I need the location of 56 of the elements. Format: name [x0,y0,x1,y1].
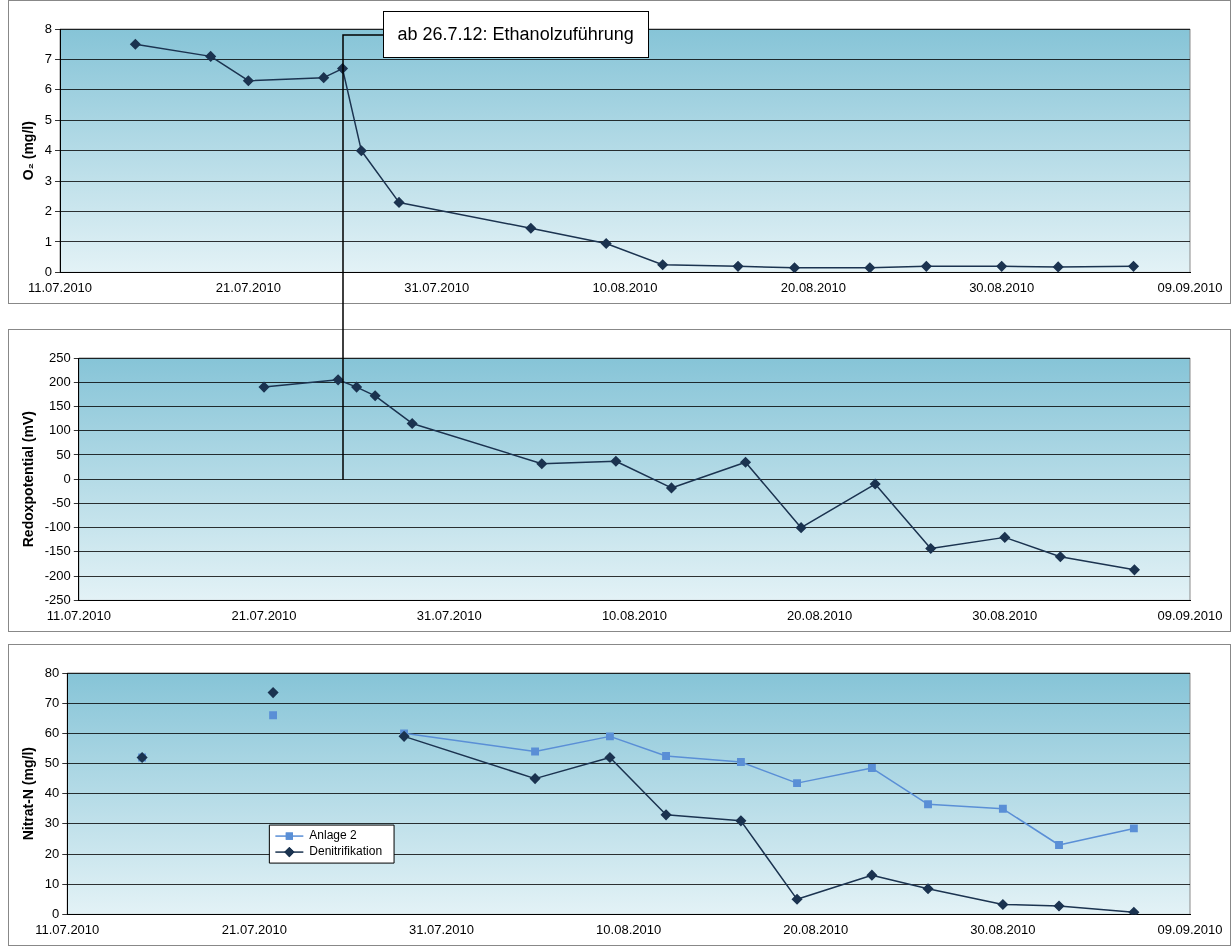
y-tick-label: 80 [44,664,60,680]
x-tick-label: 31.07.2010 [404,279,470,295]
x-tick-label: 20.08.2010 [787,607,853,623]
y-tick-label: 2 [44,203,53,219]
x-tick-label: 11.07.2010 [35,921,100,937]
x-tick-label: 09.09.2010 [1157,279,1223,295]
x-tick-label: 30.08.2010 [970,921,1036,937]
y-tick-label: -250 [44,591,71,607]
y-axis-title: Redoxpotential (mV) [20,411,37,548]
legend-label: Denitrifikation [309,844,383,859]
ref-line-label: ab 26.7.12: Ethanolzuführung [382,11,649,58]
y-tick-label: 7 [44,51,53,66]
y-tick-label: 0 [44,263,53,279]
y-tick-label: 250 [49,349,71,365]
x-tick-label: 09.09.2010 [1157,921,1223,937]
x-tick-label: 20.08.2010 [783,921,849,937]
y-tick-label: 40 [44,785,60,801]
y-axis-title: O₂ (mg/l) [20,121,37,181]
y-tick-label: 200 [49,373,71,389]
y-tick-label: 6 [44,81,53,97]
y-tick-label: 3 [44,172,53,188]
y-tick-label: 0 [63,470,71,486]
x-tick-label: 30.08.2010 [972,607,1038,623]
x-tick-label: 09.09.2010 [1157,607,1223,623]
y-tick-label: 1 [44,233,53,249]
y-tick-label: 50 [44,755,60,771]
x-tick-label: 30.08.2010 [969,279,1035,295]
y-tick-label: 4 [44,142,53,158]
y-tick-label: 50 [56,446,71,462]
y-tick-label: 10 [44,875,60,891]
y-tick-label: -200 [44,567,71,583]
x-tick-label: 10.08.2010 [592,279,658,295]
x-tick-label: 21.07.2010 [221,921,287,937]
y-axis-title: Nitrat-N (mg/l) [20,747,37,841]
y-tick-label: -100 [44,519,71,535]
y-tick-label: 100 [49,422,71,438]
y-tick-label: -150 [44,543,71,559]
y-tick-label: 0 [52,905,60,921]
x-tick-label: 31.07.2010 [416,607,482,623]
legend-label: Anlage 2 [309,828,358,843]
x-tick-label: 11.07.2010 [27,279,93,295]
x-tick-label: 11.07.2010 [46,607,111,623]
y-tick-label: 8 [44,20,53,36]
y-tick-label: 30 [44,815,60,831]
x-tick-label: 20.08.2010 [780,279,846,295]
y-tick-label: 150 [49,398,71,414]
y-tick-label: 20 [44,845,60,861]
x-tick-label: 21.07.2010 [215,279,281,295]
y-tick-label: 70 [44,694,60,710]
x-tick-label: 21.07.2010 [231,607,297,623]
y-tick-label: 60 [44,724,60,740]
y-tick-label: -50 [52,495,71,511]
y-tick-label: 5 [44,111,53,127]
x-tick-label: 10.08.2010 [596,921,662,937]
x-tick-label: 31.07.2010 [408,921,475,937]
x-tick-label: 10.08.2010 [601,607,667,623]
